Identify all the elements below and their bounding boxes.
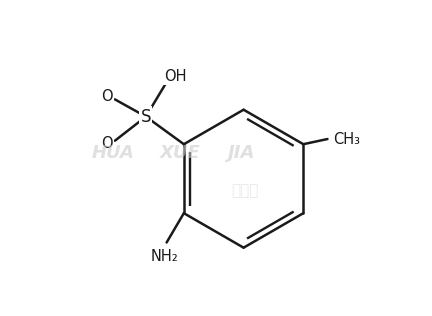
Text: S: S	[141, 108, 151, 125]
Text: CH₃: CH₃	[333, 131, 360, 147]
Text: JIA: JIA	[229, 144, 256, 162]
Text: XUE: XUE	[160, 144, 201, 162]
Text: NH₂: NH₂	[151, 249, 179, 264]
Text: O: O	[102, 136, 113, 151]
Text: 化学加: 化学加	[232, 183, 259, 198]
Text: HUA: HUA	[92, 144, 135, 162]
Text: O: O	[102, 89, 113, 104]
Text: OH: OH	[164, 70, 187, 84]
